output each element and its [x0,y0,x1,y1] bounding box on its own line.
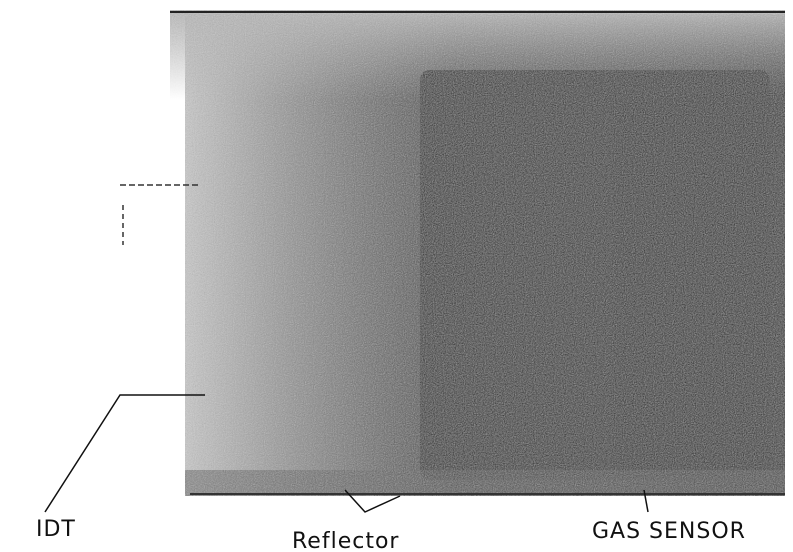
reflector-label: Reflector [292,529,399,552]
device-image [170,10,785,496]
gas-sensor-label: GAS SENSOR [592,519,746,544]
reflector-leader [344,489,401,513]
idt-label: IDT [36,517,76,542]
idt-leader [44,394,205,513]
gas-sensor-leader [643,489,649,513]
